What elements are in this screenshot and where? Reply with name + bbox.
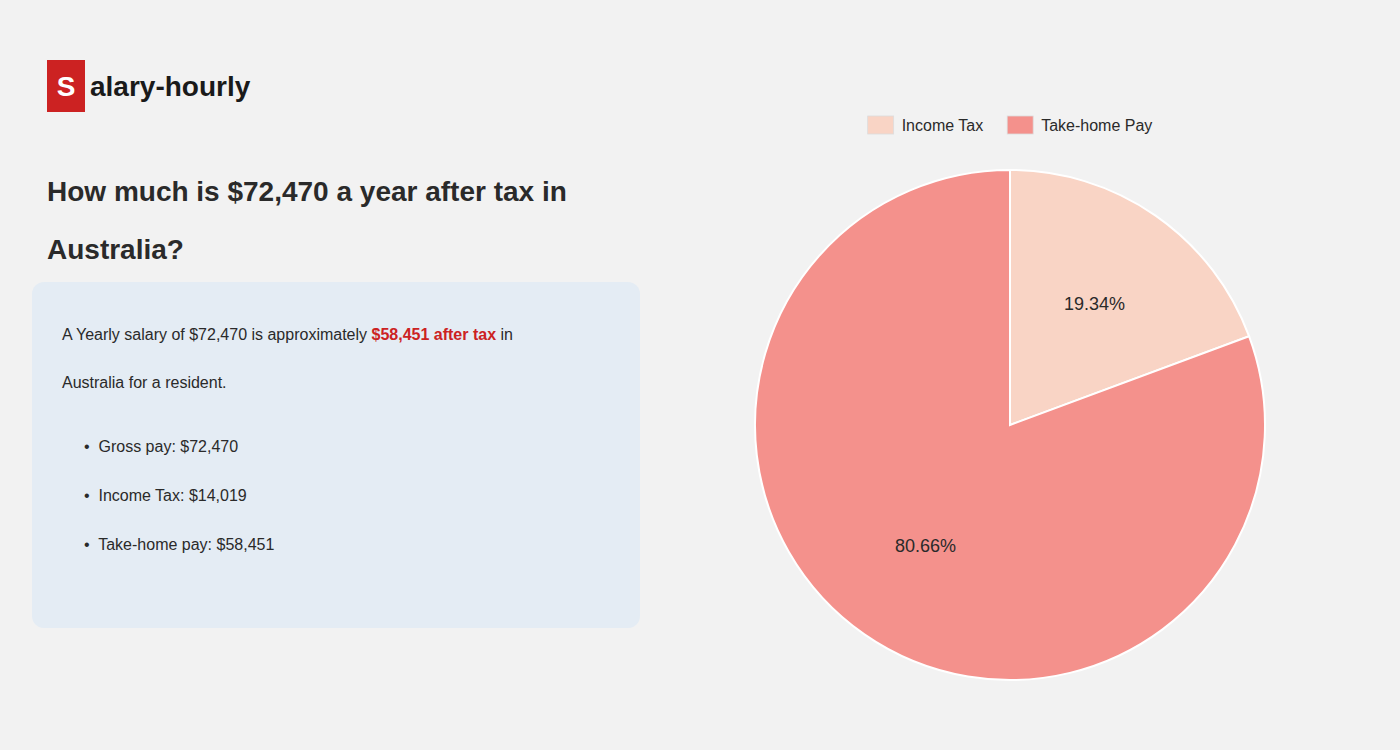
data-labels: 19.34% 80.66%	[895, 294, 1125, 557]
chart: Salary-hourly How much is $72,470 a year …	[0, 0, 1400, 750]
logo-text: alary-hourly	[90, 71, 251, 102]
info-box	[32, 282, 640, 628]
legend-item: Take-home Pay	[1007, 116, 1152, 134]
bullet-item: • Income Tax: $14,019	[84, 487, 247, 504]
data-label: 80.66%	[895, 536, 956, 556]
data-label: 19.34%	[1064, 294, 1125, 314]
legend-swatch	[1007, 116, 1033, 134]
logo-box	[47, 60, 85, 112]
paragraph-text: in	[496, 326, 513, 343]
legend: Income Tax Take-home Pay	[868, 116, 1153, 134]
paragraph: A Yearly salary of $72,470 is approximat…	[62, 326, 513, 343]
legend-item: Income Tax	[868, 116, 984, 134]
logo-letter: S	[57, 71, 76, 102]
background	[0, 0, 1400, 750]
legend-label: Income Tax	[902, 117, 984, 134]
paragraph: Australia for a resident.	[62, 374, 227, 391]
bullet-item: • Gross pay: $72,470	[84, 438, 238, 455]
legend-label: Take-home Pay	[1041, 117, 1152, 134]
legend-swatch	[868, 116, 894, 134]
paragraph-text: A Yearly salary of $72,470 is approximat…	[62, 326, 372, 343]
title: How much is $72,470 a year after tax in	[47, 176, 567, 207]
pie	[755, 170, 1265, 680]
pie-slice	[755, 170, 1265, 680]
title: Australia?	[47, 234, 184, 265]
bullet-item: • Take-home pay: $58,451	[84, 536, 274, 553]
paragraph-highlight: $58,451 after tax	[372, 326, 497, 343]
